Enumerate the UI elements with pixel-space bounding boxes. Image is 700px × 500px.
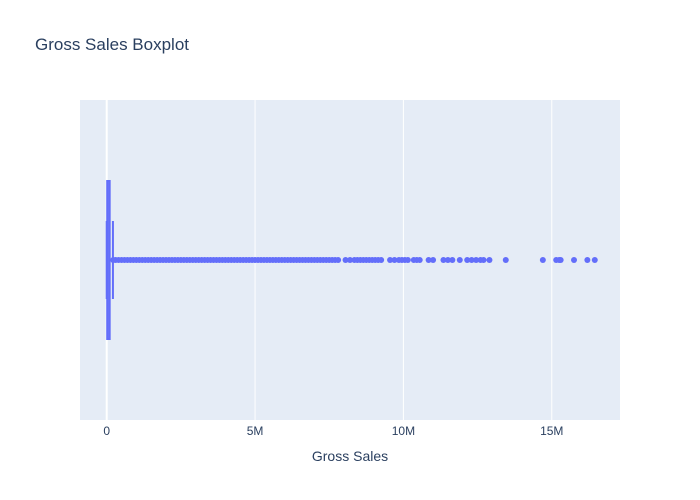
box-trace: [105, 180, 114, 340]
x-tick-label: 15M: [540, 424, 563, 438]
x-tick-label: 5M: [247, 424, 264, 438]
x-tick-label: 10M: [392, 424, 415, 438]
chart-title: Gross Sales Boxplot: [35, 35, 189, 54]
outlier-point: [378, 257, 385, 263]
outlier-points: [110, 257, 598, 263]
outlier-point: [335, 257, 342, 263]
outlier-point: [591, 257, 598, 263]
outlier-point: [539, 257, 546, 263]
outlier-point: [486, 257, 493, 263]
outlier-point: [404, 257, 411, 263]
outlier-point: [502, 257, 509, 263]
outlier-point: [387, 257, 394, 263]
outlier-point: [584, 257, 591, 263]
outlier-point: [425, 257, 432, 263]
outlier-point: [456, 257, 463, 263]
outlier-point: [416, 257, 423, 263]
outlier-point: [391, 257, 398, 263]
outlier-point: [557, 257, 564, 263]
x-axis-ticks: 0 5M 10M 15M: [103, 424, 563, 438]
outlier-point: [444, 257, 451, 263]
outlier-point: [342, 257, 349, 263]
outlier-point: [571, 257, 578, 263]
outlier-point: [430, 257, 437, 263]
outlier-point: [347, 257, 353, 263]
outlier-point: [473, 257, 480, 263]
x-tick-label: 0: [103, 424, 110, 438]
outlier-point: [440, 257, 447, 263]
outlier-point: [480, 257, 487, 263]
x-axis-title: Gross Sales: [312, 448, 388, 464]
outlier-point: [468, 257, 475, 263]
outlier-point: [449, 257, 456, 263]
outlier-point: [464, 257, 471, 263]
